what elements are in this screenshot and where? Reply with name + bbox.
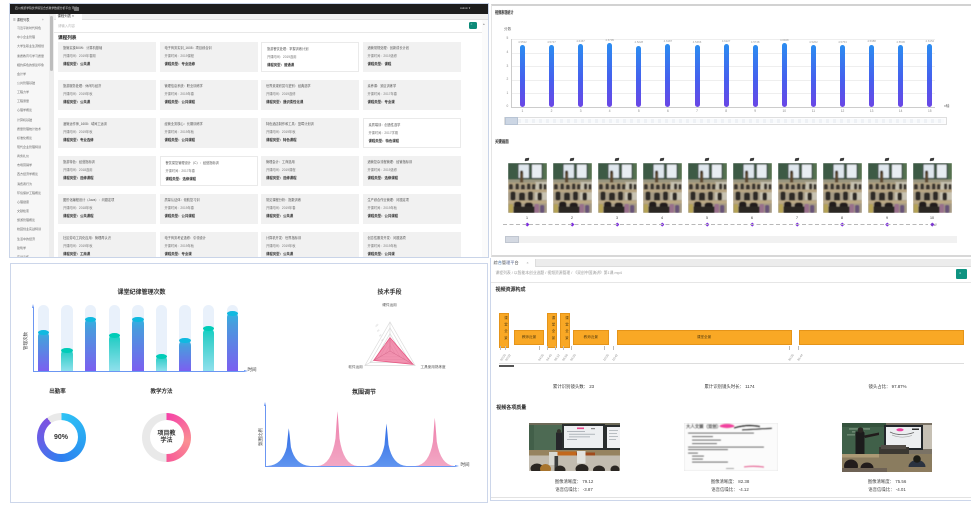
svg-text:60: 60 — [379, 334, 383, 338]
svg-text:80: 80 — [377, 329, 381, 333]
svg-text:40: 40 — [381, 339, 385, 343]
svg-text:大人文娱（双创）: 大人文娱（双创） — [686, 423, 721, 430]
svg-text:20: 20 — [383, 343, 387, 347]
svg-text:100: 100 — [375, 323, 380, 328]
